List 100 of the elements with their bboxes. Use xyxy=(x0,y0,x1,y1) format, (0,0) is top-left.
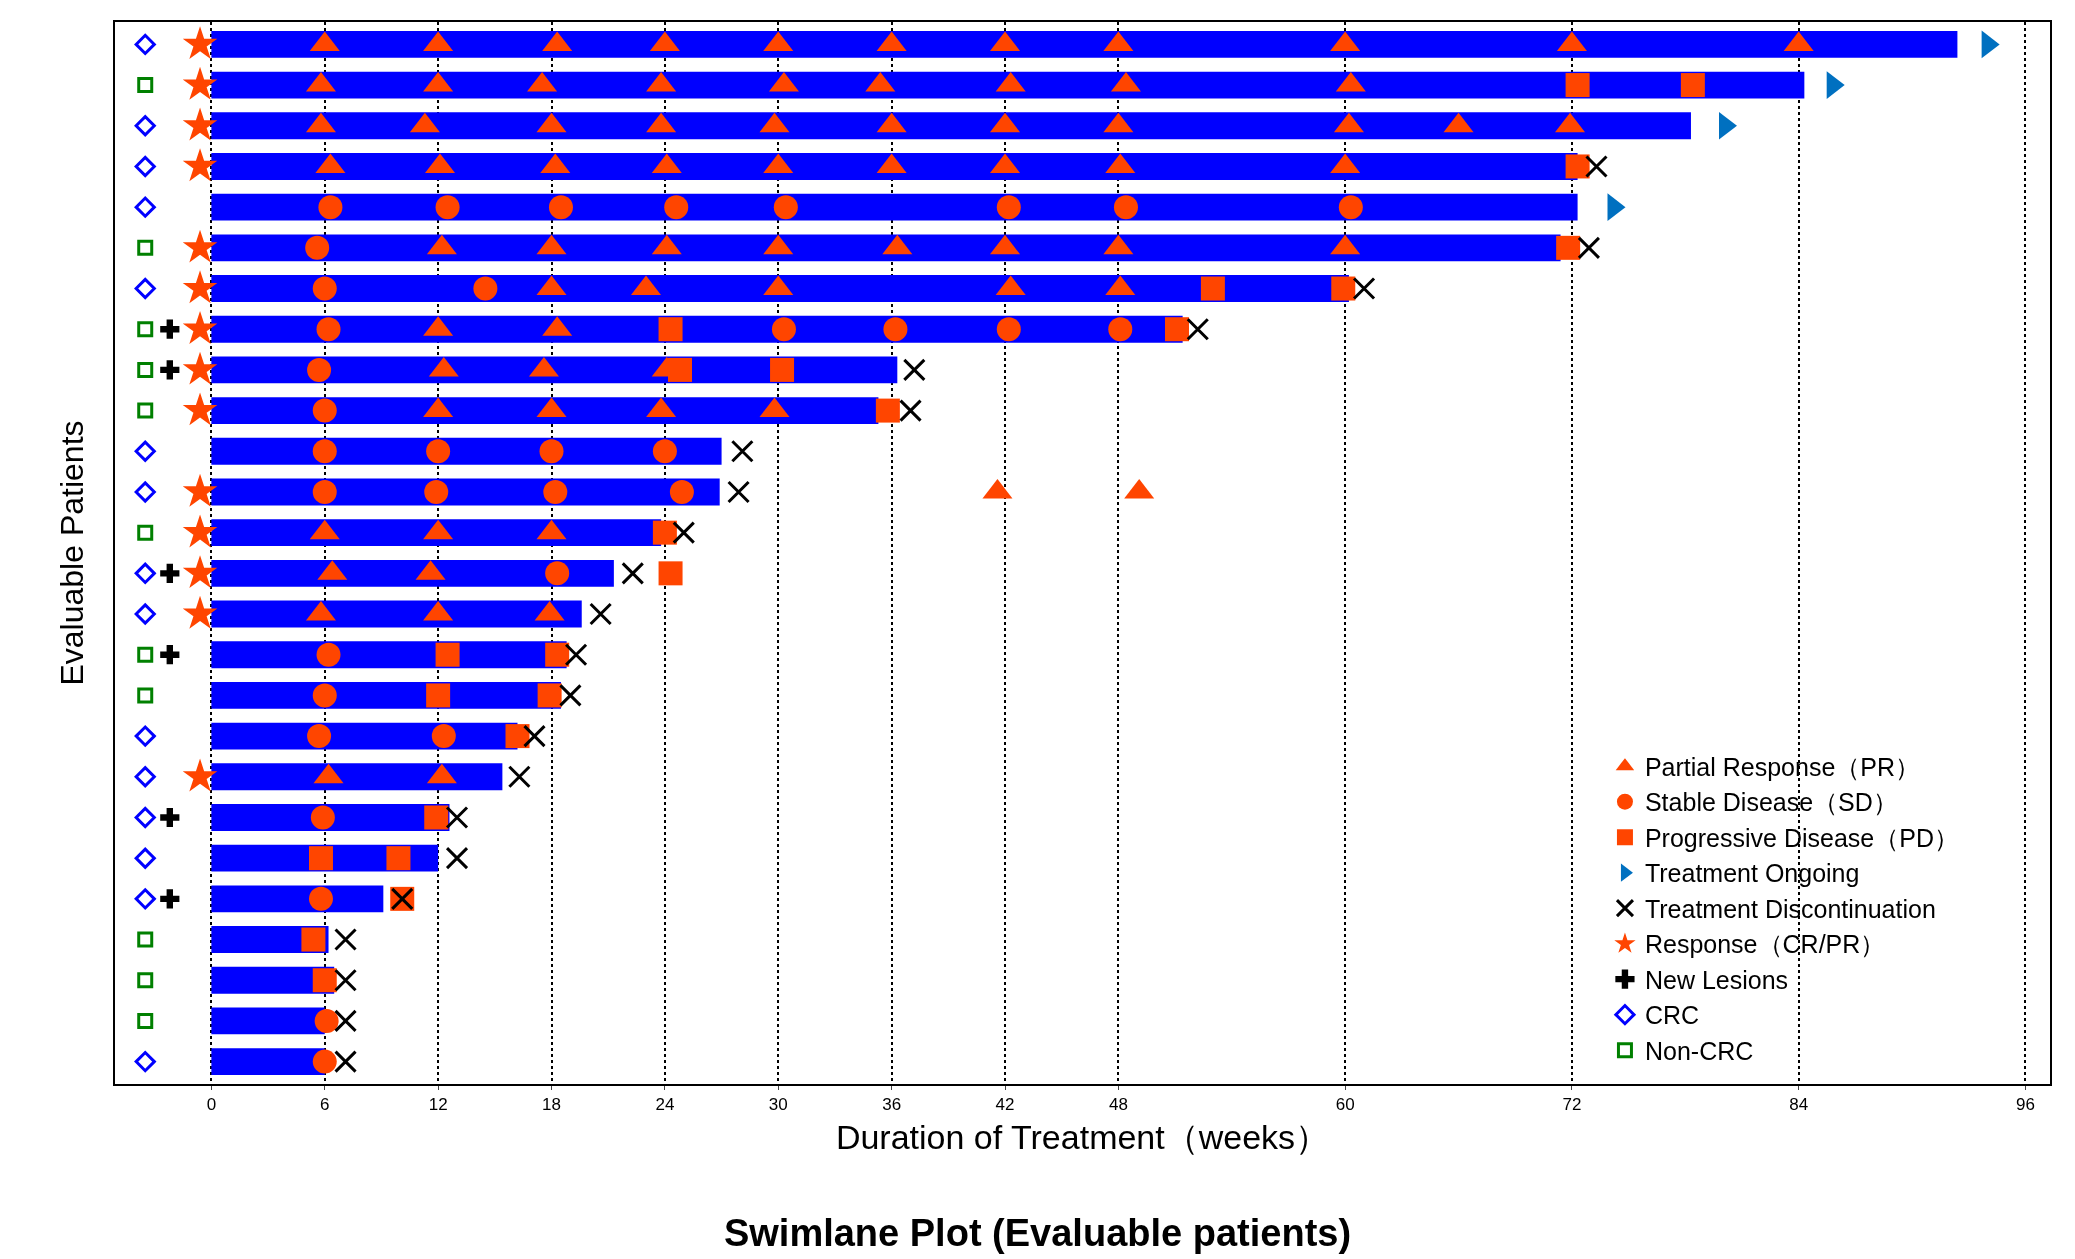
bar xyxy=(211,275,1349,302)
point xyxy=(312,1049,337,1074)
point xyxy=(134,888,156,910)
point xyxy=(652,520,677,545)
x-tick-label: 84 xyxy=(1789,1095,1809,1115)
point xyxy=(431,724,456,749)
bar xyxy=(211,519,662,547)
legend-label: Partial Response（PR） xyxy=(1644,752,1921,781)
point xyxy=(523,724,546,748)
point xyxy=(445,846,469,870)
point xyxy=(134,806,156,829)
point xyxy=(652,439,677,464)
point xyxy=(182,392,218,426)
point xyxy=(137,361,154,378)
point xyxy=(902,358,926,382)
point xyxy=(875,398,900,423)
point xyxy=(539,439,564,464)
point xyxy=(507,765,531,789)
point xyxy=(1186,317,1210,341)
point xyxy=(445,805,469,829)
point xyxy=(182,66,218,100)
x-tick-label: 36 xyxy=(882,1095,902,1115)
point xyxy=(182,148,218,182)
point xyxy=(301,927,326,952)
point xyxy=(543,479,568,504)
point xyxy=(134,603,156,625)
x-tick-label: 0 xyxy=(206,1095,217,1115)
legend-label: Non-CRC xyxy=(1644,1036,1754,1065)
legend-label: Treatment Discontinuation xyxy=(1644,894,1936,923)
x-tick-label: 42 xyxy=(995,1095,1015,1115)
point xyxy=(545,561,570,586)
point xyxy=(424,805,449,830)
point xyxy=(134,481,156,503)
point xyxy=(182,514,218,548)
point xyxy=(134,766,156,788)
point xyxy=(305,235,330,260)
point xyxy=(134,440,156,462)
legend-label: Stable Disease（SD） xyxy=(1644,788,1898,817)
point xyxy=(312,398,337,423)
point xyxy=(182,473,218,507)
point xyxy=(160,563,180,583)
point xyxy=(182,351,218,385)
point xyxy=(308,846,333,871)
point xyxy=(182,26,218,60)
point xyxy=(160,360,180,380)
point xyxy=(308,886,333,911)
point xyxy=(134,725,156,747)
point xyxy=(386,846,411,871)
legend-label: CRC xyxy=(1644,1001,1700,1030)
point xyxy=(1556,235,1581,260)
point xyxy=(426,683,451,708)
point xyxy=(316,642,341,667)
point xyxy=(558,683,582,707)
point xyxy=(672,521,696,545)
legend-label: Response（CR/PR） xyxy=(1644,930,1886,959)
point xyxy=(137,931,154,948)
point xyxy=(730,439,754,463)
point xyxy=(160,889,180,909)
point xyxy=(334,1009,358,1033)
legend-label: New Lesions xyxy=(1644,965,1789,994)
x-tick-label: 96 xyxy=(2015,1095,2035,1115)
point xyxy=(505,724,530,749)
point xyxy=(334,968,358,992)
point xyxy=(137,1012,154,1029)
point xyxy=(658,561,683,586)
point xyxy=(545,642,570,667)
x-tick-label: 18 xyxy=(542,1095,561,1115)
point xyxy=(334,928,358,952)
point xyxy=(134,562,156,584)
point xyxy=(307,724,332,749)
bar xyxy=(211,153,1578,180)
point xyxy=(137,524,154,541)
point xyxy=(137,402,154,419)
point xyxy=(137,239,154,256)
bar xyxy=(211,1007,325,1035)
point xyxy=(160,319,180,339)
point xyxy=(334,1050,358,1074)
point xyxy=(182,270,218,304)
point xyxy=(310,805,335,830)
point xyxy=(426,439,451,464)
point xyxy=(589,602,613,626)
point xyxy=(182,758,218,792)
x-tick-label: 48 xyxy=(1108,1095,1128,1115)
point xyxy=(137,972,154,989)
point xyxy=(314,1008,339,1033)
point xyxy=(137,646,154,663)
bar xyxy=(211,559,614,587)
point xyxy=(160,807,180,828)
x-tick-label: 30 xyxy=(768,1095,788,1115)
x-tick-label: 24 xyxy=(655,1095,675,1115)
point xyxy=(312,968,337,993)
point xyxy=(727,480,751,504)
point xyxy=(564,643,588,667)
point xyxy=(182,595,218,629)
x-tick-label: 12 xyxy=(428,1095,448,1115)
bar xyxy=(211,112,1691,140)
point xyxy=(312,439,337,464)
point xyxy=(668,357,692,382)
x-tick-label: 60 xyxy=(1335,1095,1355,1115)
point xyxy=(312,683,337,708)
